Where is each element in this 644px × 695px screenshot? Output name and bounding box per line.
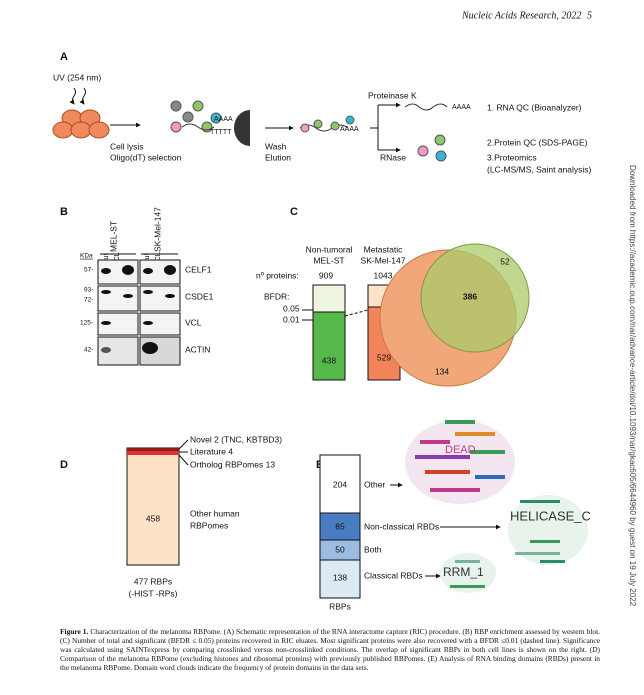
group: Non-tumoral (306, 244, 353, 254)
count: 138 (333, 572, 347, 582)
bar (319, 559, 361, 599)
venn-count: 386 (463, 291, 477, 301)
count: 85 (335, 521, 345, 531)
panel-label: C (290, 206, 298, 218)
group: Metastatic (364, 244, 403, 254)
released-proteins (417, 134, 447, 162)
text: Ortholog RBPomes 13 (190, 459, 275, 469)
text: (LC-MS/MS, Saint analysis) (487, 164, 592, 174)
cell-line: MEL-ST (108, 221, 118, 252)
bands (101, 265, 176, 354)
venn-count: 52 (500, 256, 510, 266)
text: Proteinase K (368, 90, 417, 100)
bar (127, 451, 179, 455)
text: 1. RNA QC (Bioanalyzer) (487, 102, 582, 112)
leader (178, 439, 189, 466)
protein: VCL (185, 317, 202, 327)
count: 50 (335, 544, 345, 554)
segment-label: Other (364, 479, 385, 489)
bar (312, 311, 346, 381)
word: DEAD (445, 444, 476, 456)
cells (52, 109, 110, 139)
marker: 72- (84, 297, 93, 304)
venn-circle (420, 243, 530, 353)
tick (302, 309, 313, 321)
text: Novel 2 (TNC, KBTBD3) (190, 434, 282, 444)
dashed-line (344, 309, 369, 317)
marker: 57- (84, 267, 93, 274)
text: Other human (190, 508, 240, 518)
text: Wash (265, 141, 287, 151)
bar (319, 454, 361, 514)
download-note: Downloaded from https://academic.oup.com… (628, 165, 637, 607)
panel-label: A (60, 51, 68, 63)
text: TTTTT (210, 129, 232, 136)
bar (126, 447, 180, 566)
text: RNase (380, 152, 406, 162)
kda: KDa (80, 253, 93, 260)
caption-title: Figure 1. (60, 627, 89, 636)
panel-label: B (60, 206, 68, 218)
bar (127, 448, 179, 451)
text: Elution (265, 152, 291, 162)
text: 2.Protein QC (SDS-PAGE) (487, 137, 588, 147)
journal: Nucleic Acids Research, 2022 (461, 10, 581, 21)
word: HELICASE_C (510, 508, 591, 523)
bar (319, 512, 361, 541)
blots (97, 259, 181, 366)
protein: ACTIN (185, 344, 211, 354)
caption: Figure 1. Characterization of the melano… (60, 627, 600, 672)
word: RRM_1 (443, 565, 484, 579)
page-number: 5 (587, 10, 592, 21)
group: SK-Mel-147 (361, 255, 406, 265)
text: AAAA (452, 104, 471, 111)
total: 477 RBPs (134, 576, 172, 586)
axis-label: RBPs (329, 601, 351, 611)
segment-label: Classical RBDs (364, 570, 423, 580)
uv-arrows (69, 87, 86, 105)
text: Oligo(dT) selection (110, 152, 182, 162)
eluate (299, 115, 355, 133)
segment-label: Non-classical RBDs (364, 521, 439, 531)
caption-text: Characterization of the melanoma RBPome.… (60, 627, 600, 672)
threshold: 0.01 (283, 314, 300, 324)
text: UV (254 nm) (53, 72, 101, 82)
bead (234, 110, 250, 146)
word-cloud (405, 420, 588, 593)
text: RBPomes (190, 520, 228, 530)
text: AAAA (340, 126, 359, 133)
text: AAAA (214, 116, 233, 123)
marker: 125- (80, 320, 93, 327)
marker: 93- (84, 287, 93, 294)
total: 1043 (374, 270, 393, 280)
text: 3.Proteomics (487, 152, 537, 162)
text: Cell lysis (110, 141, 144, 151)
text: Literature 4 (190, 446, 233, 456)
branch (370, 104, 398, 151)
marker: 42- (84, 347, 93, 354)
segment-label: Both (364, 544, 382, 554)
text: BFDR: (264, 291, 290, 301)
rna (404, 103, 448, 111)
protein: CELF1 (185, 264, 212, 274)
count: 458 (146, 513, 160, 523)
threshold: 0.05 (283, 303, 300, 313)
proteins (170, 100, 222, 133)
group: MEL-ST (313, 255, 344, 265)
count: 204 (333, 479, 347, 489)
panel-label: D (60, 459, 68, 471)
total: 909 (319, 270, 333, 280)
total: (-HIST -RPs) (129, 588, 178, 598)
protein: CSDE1 (185, 291, 214, 301)
significant: 438 (322, 355, 336, 365)
venn-count: 134 (435, 366, 449, 376)
cell-line: SK-Mel-147 (152, 207, 162, 252)
text: nº proteins: (256, 270, 299, 280)
significant: 529 (377, 352, 391, 362)
